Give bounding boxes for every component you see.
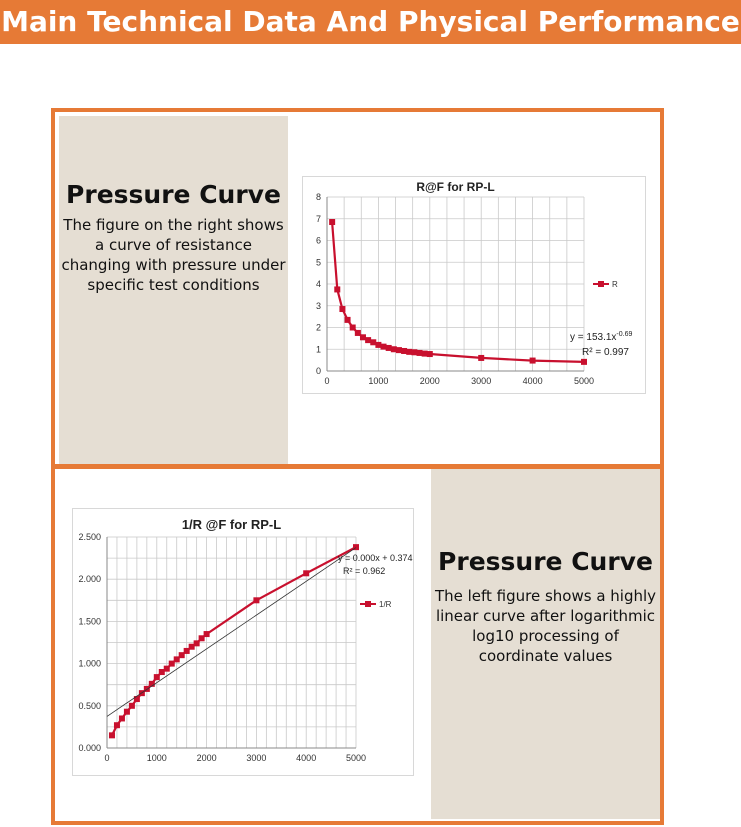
x-tick-label: 4000 — [296, 753, 316, 763]
top-text-panel: Pressure Curve The figure on the right s… — [59, 116, 288, 464]
y-tick-label: 2.000 — [78, 574, 101, 584]
x-tick-label: 2000 — [197, 753, 217, 763]
data-point — [581, 358, 587, 365]
trendline — [106, 547, 357, 717]
data-point — [354, 329, 361, 336]
data-point — [153, 674, 160, 681]
data-point — [193, 640, 200, 647]
data-point — [390, 346, 397, 353]
y-tick-label: 3 — [316, 301, 321, 311]
x-tick-label: 3000 — [246, 753, 266, 763]
bottom-text-panel: Pressure Curve The left figure shows a h… — [431, 469, 660, 819]
data-point — [329, 219, 336, 226]
y-tick-label: 0 — [316, 366, 321, 376]
y-tick-label: 7 — [316, 214, 321, 224]
trendline-equation: y = 0.000x + 0.374 — [338, 553, 413, 563]
x-tick-label: 4000 — [523, 376, 543, 386]
data-point — [353, 544, 359, 551]
y-tick-label: 2 — [316, 323, 321, 333]
data-point — [365, 337, 372, 344]
data-point — [411, 349, 418, 356]
data-point — [406, 348, 413, 355]
data-point — [339, 306, 346, 313]
data-point — [344, 316, 351, 323]
data-point — [416, 349, 423, 356]
y-tick-label: 1.000 — [78, 659, 101, 669]
data-point — [113, 722, 120, 729]
data-point — [178, 652, 185, 659]
x-tick-label: 1000 — [147, 753, 167, 763]
data-point — [118, 715, 125, 722]
data-point — [426, 351, 433, 358]
chart-title: R@F for RP-L — [416, 180, 494, 194]
inverse-resistance-chart: 1/R @F for RP-L 0 1000 2000 3000 4000 5000 0.00… — [72, 508, 414, 776]
r-squared-label: R² = 0.962 — [343, 566, 385, 576]
section-divider — [51, 464, 664, 469]
data-point — [133, 696, 140, 703]
y-tick-label: 1.500 — [78, 616, 101, 626]
data-point — [303, 570, 310, 577]
data-point — [173, 656, 180, 663]
data-point — [188, 643, 195, 650]
legend-marker — [365, 601, 371, 607]
page-title: Main Technical Data And Physical Perform… — [1, 5, 740, 38]
data-point — [158, 669, 165, 676]
data-point — [203, 631, 210, 638]
y-tick-label: 1 — [316, 344, 321, 354]
data-point — [163, 665, 170, 672]
data-point — [375, 341, 382, 348]
data-point — [529, 357, 536, 364]
bottom-section-title: Pressure Curve — [438, 547, 653, 576]
x-tick-label: 2000 — [420, 376, 440, 386]
data-point — [385, 344, 392, 351]
x-tick-label: 3000 — [471, 376, 491, 386]
header-banner: Main Technical Data And Physical Perform… — [0, 0, 741, 44]
data-point — [168, 660, 175, 667]
x-tick-label: 1000 — [368, 376, 388, 386]
x-tick-label: 0 — [104, 753, 109, 763]
data-point — [478, 354, 485, 361]
x-tick-label: 0 — [324, 376, 329, 386]
y-tick-label: 5 — [316, 257, 321, 267]
series-line — [111, 546, 357, 736]
data-point — [123, 708, 130, 715]
data-point — [128, 702, 135, 709]
resistance-chart: R@F for RP-L 0 1000 2000 3000 4000 5000 0 1 2 3 4 5 6… — [302, 176, 646, 394]
y-tick-label: 8 — [316, 192, 321, 202]
data-point — [349, 324, 356, 331]
data-point — [380, 343, 387, 350]
y-tick-label: 4 — [316, 279, 321, 289]
data-point — [359, 334, 366, 341]
bottom-section-description: The left figure shows a highly linear cu… — [434, 587, 657, 665]
data-point — [421, 350, 428, 357]
legend-label: R — [612, 280, 618, 289]
data-point — [395, 347, 402, 354]
inverse-resistance-chart-svg: 1/R @F for RP-L 0 1000 2000 3000 4000 5000 0.00… — [78, 517, 413, 763]
chart-title: 1/R @F for RP-L — [182, 517, 281, 532]
y-tick-label: 2.500 — [78, 532, 101, 542]
resistance-chart-svg: R@F for RP-L 0 1000 2000 3000 4000 5000 0 1 2 3 4 5 6… — [316, 180, 632, 386]
y-tick-label: 0.500 — [78, 701, 101, 711]
legend-label: 1/R — [379, 600, 392, 609]
x-tick-label: 5000 — [574, 376, 594, 386]
data-point — [334, 286, 341, 293]
data-point — [401, 347, 408, 354]
y-tick-label: 0.000 — [78, 743, 101, 753]
data-point — [108, 732, 115, 739]
data-point — [183, 647, 190, 654]
top-section-title: Pressure Curve — [66, 180, 281, 209]
top-section-description: The figure on the right shows a curve of… — [61, 216, 286, 294]
legend-marker — [598, 281, 604, 287]
data-point — [148, 680, 155, 687]
r-squared-label: R² = 0.997 — [582, 347, 629, 358]
data-point — [253, 597, 260, 604]
data-point — [370, 339, 377, 346]
y-tick-label: 6 — [316, 236, 321, 246]
x-tick-label: 5000 — [346, 753, 366, 763]
data-point — [198, 635, 205, 642]
trendline-equation: y = 153.1x-0.69 — [570, 331, 632, 343]
